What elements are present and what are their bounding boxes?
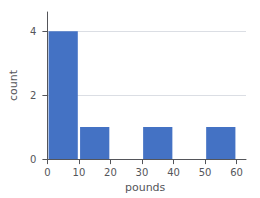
svg-text:20: 20 (104, 167, 117, 178)
svg-text:40: 40 (167, 167, 180, 178)
svg-text:pounds: pounds (125, 181, 166, 194)
svg-text:10: 10 (73, 167, 86, 178)
svg-text:50: 50 (199, 167, 212, 178)
svg-text:2: 2 (30, 90, 36, 101)
svg-text:count: count (7, 69, 20, 101)
svg-text:0: 0 (44, 167, 50, 178)
svg-text:60: 60 (230, 167, 243, 178)
svg-text:30: 30 (136, 167, 149, 178)
svg-text:4: 4 (30, 26, 36, 37)
svg-text:0: 0 (30, 154, 36, 165)
